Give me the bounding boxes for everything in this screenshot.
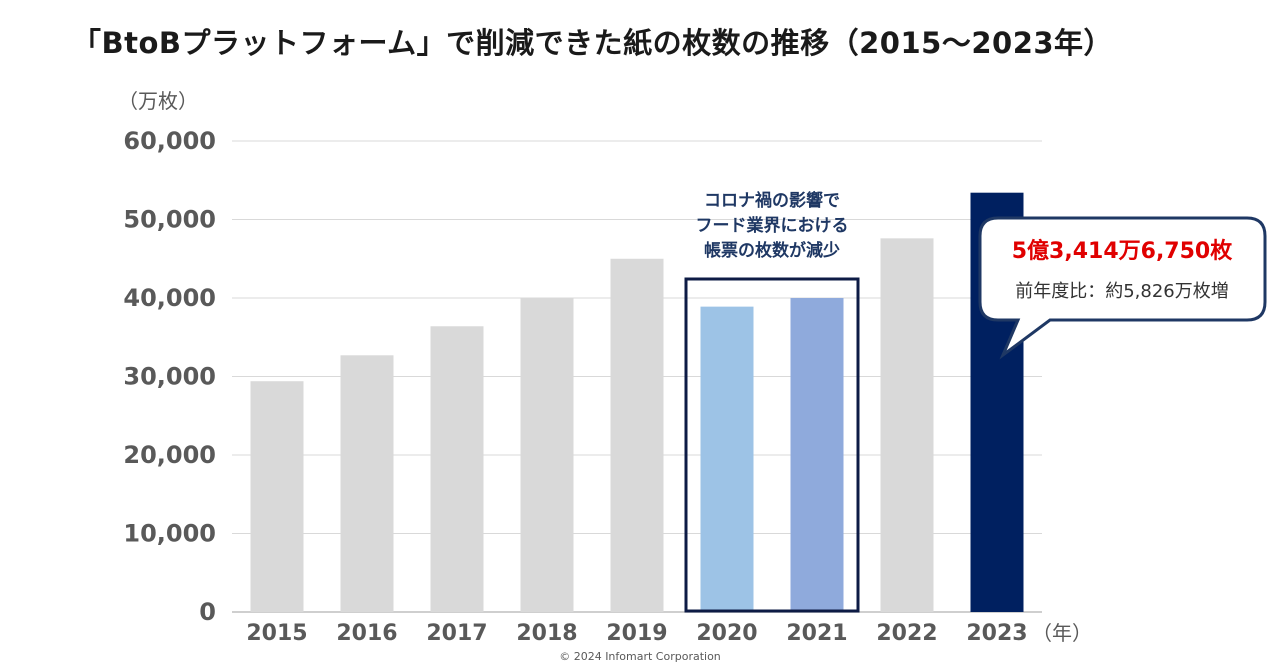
total-callout: 5億3,414万6,750枚 前年度比：約5,826万枚増: [978, 216, 1267, 360]
bar-2018: [520, 298, 574, 612]
x-tick-label: 2018: [516, 621, 577, 646]
y-tick-label: 50,000: [123, 206, 216, 234]
bar-2019: [610, 258, 664, 612]
x-tick-label: 2019: [606, 621, 667, 646]
x-tick-label: 2023: [966, 621, 1027, 646]
x-tick-label: 2017: [426, 621, 487, 646]
bar-2021: [790, 298, 844, 612]
y-tick-label: 30,000: [123, 363, 216, 391]
x-axis-unit: （年）: [1032, 621, 1092, 645]
covid-note-line: コロナ禍の影響で: [704, 190, 840, 211]
bar-2020: [700, 306, 754, 612]
bar-2015: [250, 381, 304, 612]
bar-2017: [430, 326, 484, 612]
x-tick-label: 2022: [876, 621, 937, 646]
bar-2022: [880, 238, 934, 612]
y-tick-label: 0: [199, 598, 216, 626]
y-axis-unit: （万枚）: [118, 89, 198, 113]
y-tick-labels: 0 10,000 20,000 30,000 40,000 50,000 60,000: [123, 127, 216, 626]
y-tick-label: 40,000: [123, 284, 216, 312]
x-tick-label: 2015: [246, 621, 307, 646]
bar-2016: [340, 355, 394, 612]
callout-yoy-increase: 前年度比：約5,826万枚増: [1015, 281, 1229, 302]
y-tick-label: 60,000: [123, 127, 216, 155]
covid-highlight-box: [684, 277, 860, 613]
y-tick-label: 20,000: [123, 441, 216, 469]
x-tick-label: 2020: [696, 621, 757, 646]
covid-note-line: フード業界における: [696, 215, 849, 236]
copyright: © 2024 Infomart Corporation: [559, 650, 721, 663]
callout-bubble: [978, 216, 1267, 360]
x-tick-label: 2016: [336, 621, 397, 646]
bars: [250, 192, 1024, 612]
chart-title: 「BtoBプラットフォーム」で削減できた紙の枚数の推移（2015〜2023年）: [72, 26, 1114, 60]
callout-total-value: 5億3,414万6,750枚: [1012, 238, 1232, 264]
y-tick-label: 10,000: [123, 520, 216, 548]
covid-note-line: 帳票の枚数が減少: [704, 240, 840, 261]
x-tick-labels: 2015 2016 2017 2018 2019 2020 2021 2022 2023: [246, 621, 1027, 646]
x-tick-label: 2021: [786, 621, 847, 646]
